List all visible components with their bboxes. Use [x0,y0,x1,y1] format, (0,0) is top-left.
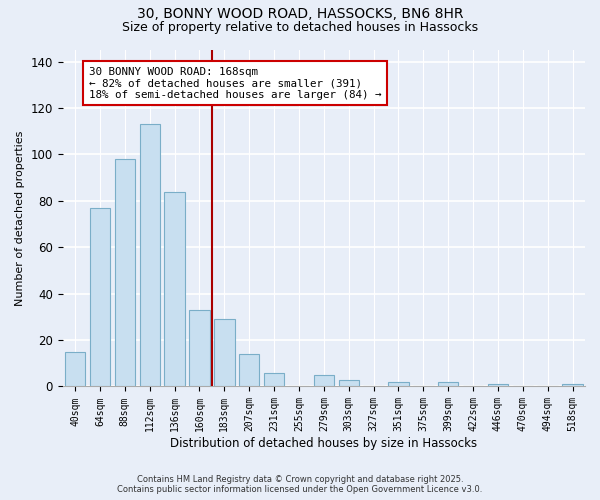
Bar [438,382,458,386]
Bar [239,354,259,386]
X-axis label: Distribution of detached houses by size in Hassocks: Distribution of detached houses by size … [170,437,478,450]
Text: 30 BONNY WOOD ROAD: 168sqm
← 82% of detached houses are smaller (391)
18% of sem: 30 BONNY WOOD ROAD: 168sqm ← 82% of deta… [89,67,381,100]
Bar [264,372,284,386]
Bar [140,124,160,386]
Text: Contains HM Land Registry data © Crown copyright and database right 2025.
Contai: Contains HM Land Registry data © Crown c… [118,474,482,494]
Bar [164,192,185,386]
Y-axis label: Number of detached properties: Number of detached properties [15,130,25,306]
Bar [314,375,334,386]
Bar [488,384,508,386]
Bar [115,159,135,386]
Bar [65,352,85,386]
Text: Size of property relative to detached houses in Hassocks: Size of property relative to detached ho… [122,21,478,34]
Text: 30, BONNY WOOD ROAD, HASSOCKS, BN6 8HR: 30, BONNY WOOD ROAD, HASSOCKS, BN6 8HR [137,8,463,22]
Bar [562,384,583,386]
Bar [90,208,110,386]
Bar [338,380,359,386]
Bar [214,319,235,386]
Bar [388,382,409,386]
Bar [189,310,209,386]
